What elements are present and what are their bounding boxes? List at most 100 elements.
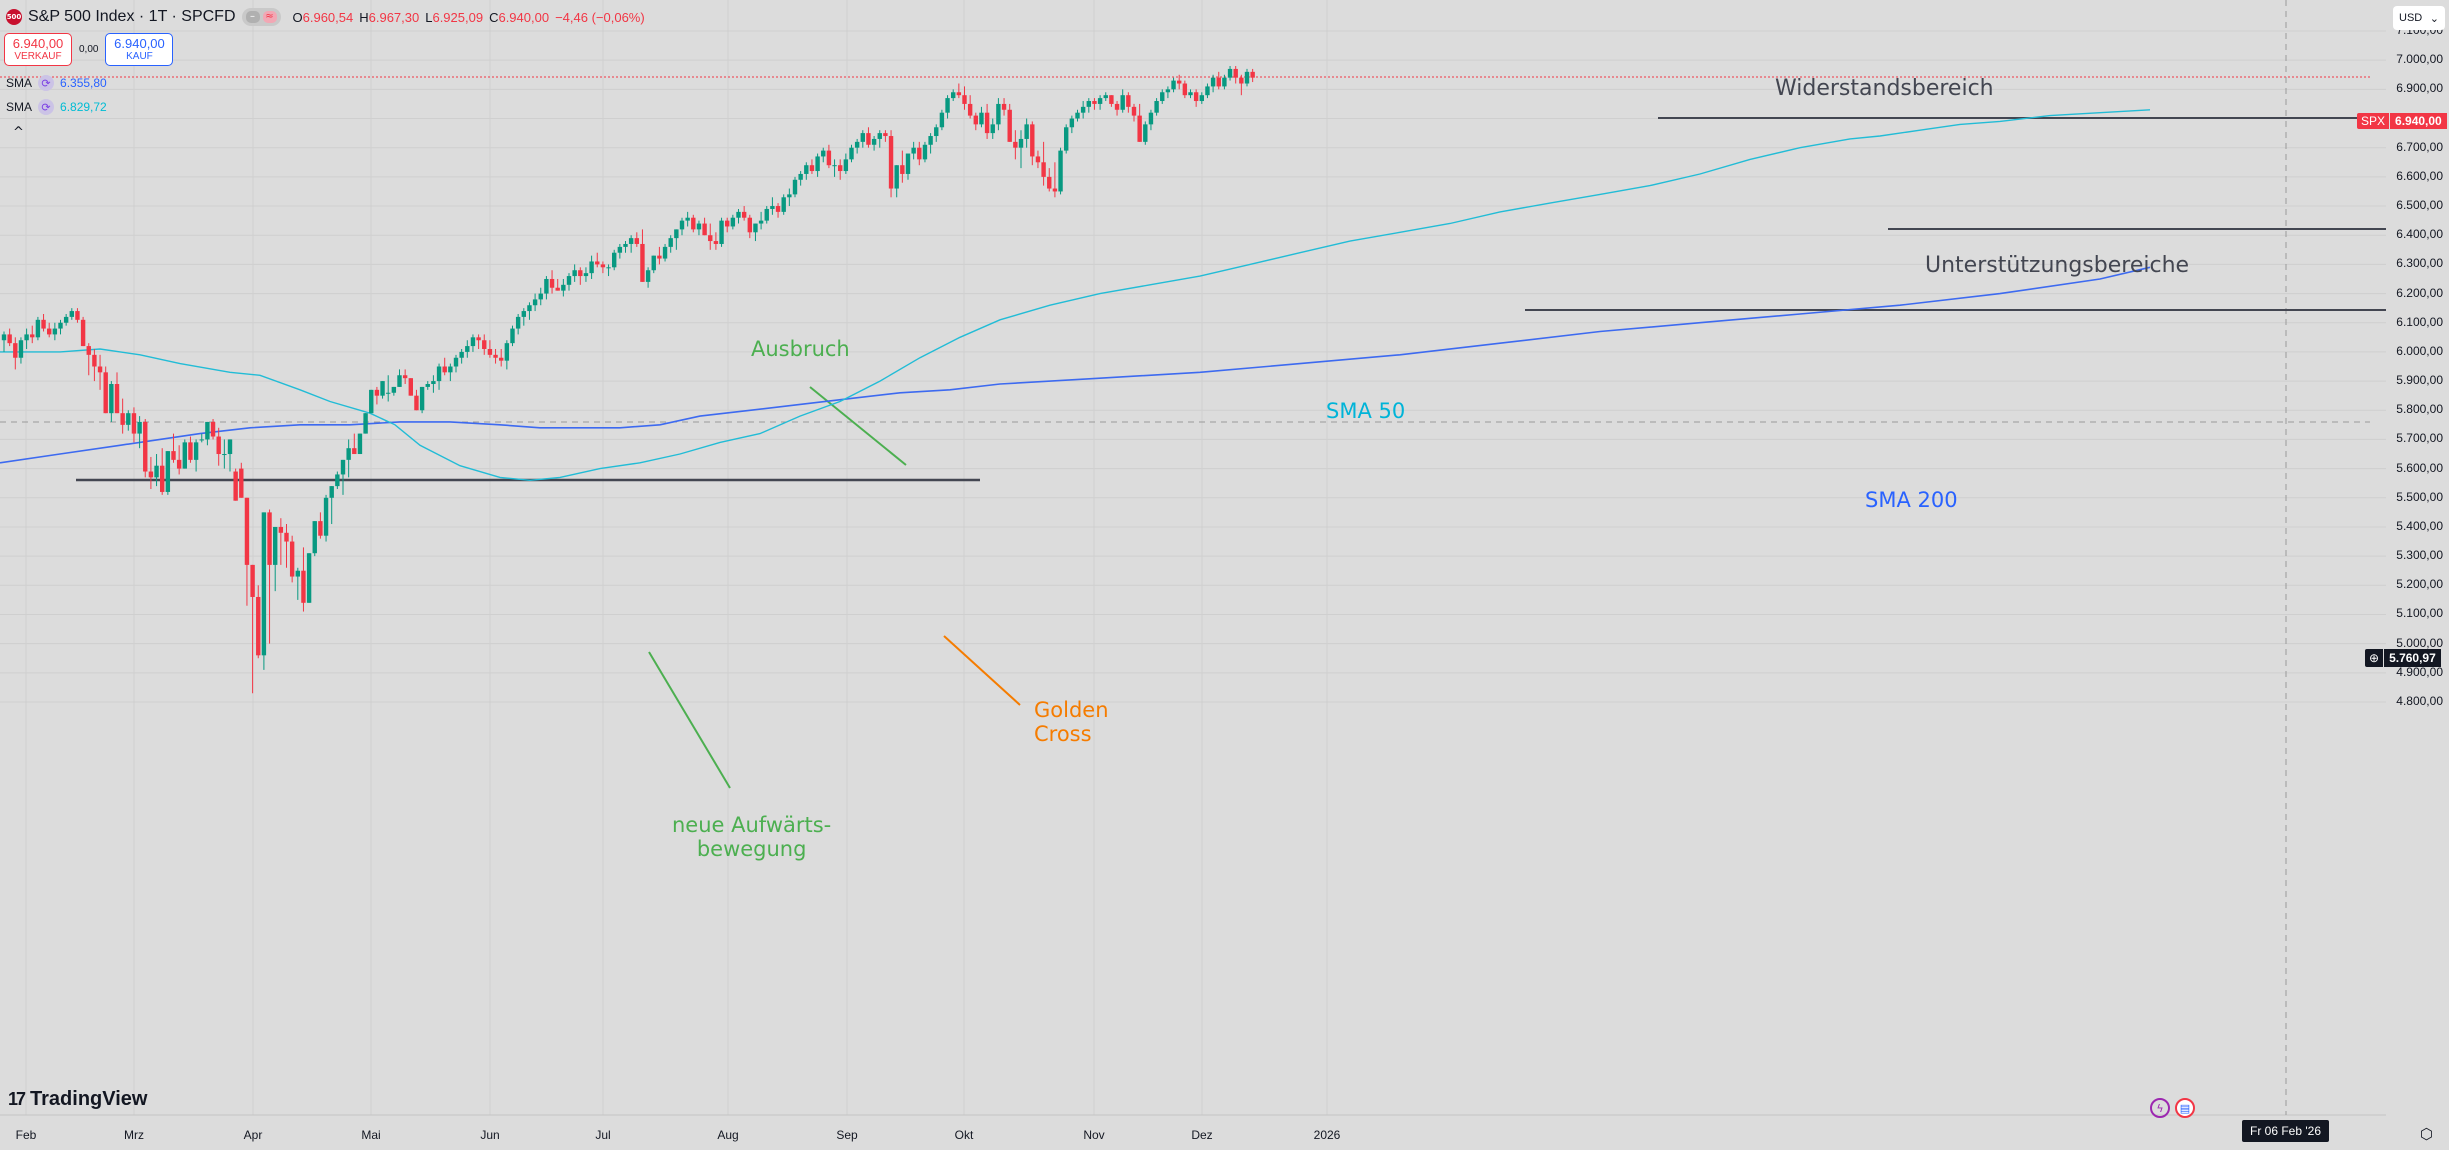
indicator-sma50[interactable]: SMA ⟳ 6.829,72 bbox=[6, 99, 107, 115]
close-value: 6.940,00 bbox=[498, 9, 550, 25]
time-tick-label: Mrz bbox=[124, 1128, 144, 1142]
us-flag-event-icon[interactable]: ▤ bbox=[2175, 1098, 2195, 1118]
golden-cross-label: Golden Cross bbox=[1034, 698, 1109, 746]
time-tick-label: Sep bbox=[836, 1128, 858, 1142]
price-tick-label: 5.400,00 bbox=[2396, 518, 2443, 533]
price-tick-label: 6.700,00 bbox=[2396, 139, 2443, 154]
resistance-label: Widerstandsbereich bbox=[1775, 76, 1994, 101]
price-tick-label: 5.600,00 bbox=[2396, 460, 2443, 475]
time-tick-label: Aug bbox=[717, 1128, 739, 1142]
horizontal-lines bbox=[0, 0, 2386, 1115]
low-value: 6.925,09 bbox=[432, 9, 484, 25]
currency-value: USD bbox=[2399, 12, 2423, 24]
buy-price: 6.940,00 bbox=[114, 35, 165, 51]
sma50-label: SMA 50 bbox=[1326, 399, 1406, 423]
time-tick-label: Dez bbox=[1191, 1128, 1213, 1142]
open-value: 6.960,54 bbox=[302, 9, 354, 25]
refresh-icon[interactable]: ⟳ bbox=[38, 75, 55, 91]
buy-label: KAUF bbox=[126, 51, 153, 63]
chevron-down-icon: ⌄ bbox=[2429, 12, 2439, 25]
tradingview-logo[interactable]: 17 TradingView bbox=[8, 1088, 147, 1111]
indicator-value: 6.355,80 bbox=[60, 76, 107, 90]
sell-price: 6.940,00 bbox=[12, 35, 64, 51]
price-tick-label: 4.900,00 bbox=[2396, 664, 2443, 679]
sma200-line bbox=[0, 266, 2151, 464]
new-uptrend-label: neue Aufwärts- bewegung bbox=[672, 813, 831, 861]
indicator-name: SMA bbox=[6, 76, 33, 90]
new-uptrend-line2: bewegung bbox=[696, 837, 807, 861]
market-status-icon: – bbox=[245, 11, 260, 23]
high-label: H bbox=[359, 9, 369, 25]
time-tick-label: Mai bbox=[361, 1128, 381, 1142]
tradingview-logo-icon: 17 bbox=[8, 1089, 26, 1109]
price-tick-label: 5.800,00 bbox=[2396, 402, 2443, 417]
indicator-value: 6.829,72 bbox=[60, 100, 107, 114]
change-value: −4,46 (−0,06%) bbox=[555, 9, 645, 25]
time-tick-label: 2026 bbox=[1313, 1128, 1341, 1142]
time-tick-label: Feb bbox=[15, 1128, 37, 1142]
symbol-title[interactable]: S&P 500 Index · 1T · SPCFD bbox=[28, 8, 236, 25]
indicator-sma200[interactable]: SMA ⟳ 6.355,80 bbox=[6, 75, 107, 91]
refresh-icon[interactable]: ⟳ bbox=[38, 99, 55, 115]
indicator-name: SMA bbox=[6, 100, 33, 114]
time-tick-label: Nov bbox=[1083, 1128, 1105, 1142]
price-tick-label: 4.800,00 bbox=[2396, 694, 2443, 708]
golden-cross-line2: Cross bbox=[1034, 722, 1092, 746]
price-tick-label: 6.400,00 bbox=[2396, 227, 2443, 242]
high-value: 6.967,30 bbox=[368, 9, 420, 25]
price-tick-label: 6.100,00 bbox=[2396, 314, 2443, 329]
branding-text: TradingView bbox=[30, 1088, 148, 1110]
sell-button[interactable]: 6.940,00 VERKAUF bbox=[4, 33, 72, 66]
sell-label: VERKAUF bbox=[14, 51, 62, 63]
crosshair-price-tag: ⊕ 5.760,97 bbox=[2365, 649, 2441, 667]
price-tick-label: 5.500,00 bbox=[2396, 489, 2443, 504]
price-tick-label: 7.000,00 bbox=[2396, 52, 2443, 67]
price-tick-label: 5.300,00 bbox=[2396, 548, 2443, 563]
sma50-line bbox=[0, 109, 2151, 482]
golden-cross-arrow-line bbox=[943, 635, 1021, 706]
price-tick-label: 5.900,00 bbox=[2396, 373, 2443, 388]
close-label: C bbox=[489, 9, 499, 25]
spread-value: 0,00 bbox=[79, 44, 99, 55]
crosshair-date-tag: Fr 06 Feb '26 bbox=[2242, 1120, 2329, 1142]
status-pill[interactable]: – ≈ bbox=[241, 8, 281, 26]
currency-select[interactable]: USD ⌄ bbox=[2393, 6, 2445, 30]
price-tick-label: 6.500,00 bbox=[2396, 198, 2443, 213]
new-uptrend-line1: neue Aufwärts- bbox=[672, 813, 832, 837]
time-tick-label: Okt bbox=[954, 1128, 974, 1142]
breakout-arrow-line bbox=[809, 386, 907, 466]
last-price-tag: SPX 6.940,00 bbox=[2357, 113, 2447, 129]
time-tick-label: Apr bbox=[243, 1128, 263, 1142]
chart-header: 500 S&P 500 Index · 1T · SPCFD – ≈ O6.960… bbox=[6, 8, 645, 26]
trade-panel: 6.940,00 VERKAUF 0,00 6.940,00 KAUF bbox=[4, 33, 174, 66]
settings-gear-icon[interactable]: ⬡ bbox=[2419, 1125, 2433, 1143]
breakout-label: Ausbruch bbox=[751, 337, 850, 361]
crosshair-price-value: 5.760,97 bbox=[2384, 649, 2441, 667]
new-uptrend-arrow-line bbox=[648, 651, 731, 789]
price-tick-label: 5.100,00 bbox=[2396, 606, 2443, 621]
price-tick-label: 6.900,00 bbox=[2396, 81, 2443, 96]
price-tick-label: 5.000,00 bbox=[2396, 635, 2443, 650]
grid-lines bbox=[0, 0, 2386, 1116]
lightning-event-icon[interactable]: ϟ bbox=[2150, 1098, 2170, 1118]
price-tick-label: 6.000,00 bbox=[2396, 343, 2443, 358]
low-label: L bbox=[425, 9, 433, 25]
ohlc-values: O6.960,54 H6.967,30 L6.925,09 C6.940,00 … bbox=[293, 10, 645, 25]
price-tick-label: 6.300,00 bbox=[2396, 256, 2443, 271]
price-tick-label: 5.700,00 bbox=[2396, 431, 2443, 446]
buy-button[interactable]: 6.940,00 KAUF bbox=[105, 33, 174, 66]
collapse-legend-chevron-icon[interactable]: ^ bbox=[13, 125, 24, 140]
sma200-label: SMA 200 bbox=[1865, 488, 1958, 512]
delayed-data-icon: ≈ bbox=[262, 11, 277, 23]
golden-cross-line1: Golden bbox=[1034, 698, 1109, 722]
price-tick-label: 5.200,00 bbox=[2396, 577, 2443, 592]
open-label: O bbox=[292, 9, 303, 25]
add-alert-plus-icon[interactable]: ⊕ bbox=[2365, 649, 2384, 667]
candlesticks bbox=[1, 66, 1255, 694]
time-tick-label: Jul bbox=[595, 1128, 611, 1142]
price-tick-label: 6.200,00 bbox=[2396, 285, 2443, 300]
price-tag-symbol: SPX bbox=[2357, 113, 2390, 129]
time-tick-label: Jun bbox=[480, 1128, 500, 1142]
price-tick-label: 6.600,00 bbox=[2396, 168, 2443, 183]
